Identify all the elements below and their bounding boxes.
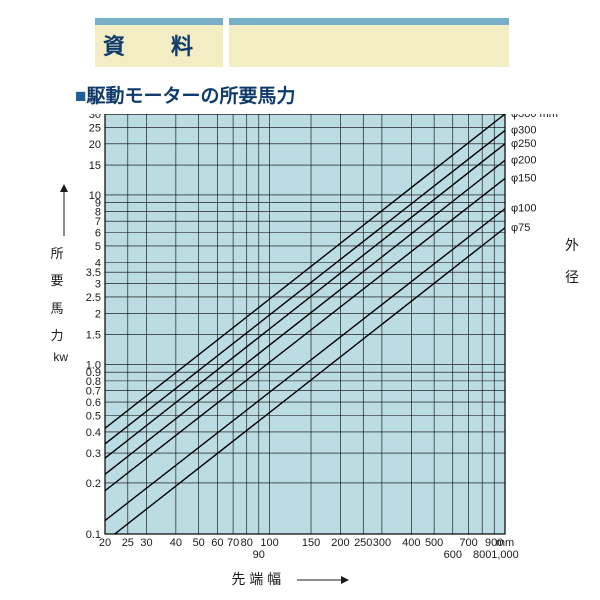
header-title: 資 料 xyxy=(95,18,223,67)
svg-text:2: 2 xyxy=(95,308,101,320)
subtitle-text: 駆動モーターの所要馬力 xyxy=(86,86,295,107)
x-label-text: 先 端 幅 xyxy=(231,571,281,587)
header-spacer xyxy=(229,18,509,67)
y-axis-label: 所 要 馬 力 kw xyxy=(20,184,68,364)
svg-text:0.4: 0.4 xyxy=(86,427,101,439)
svg-text:400: 400 xyxy=(402,537,420,549)
svg-text:0.6: 0.6 xyxy=(86,397,101,409)
svg-text:50: 50 xyxy=(193,537,205,549)
x-axis-label: 先 端 幅 xyxy=(75,569,505,589)
svg-text:15: 15 xyxy=(89,160,101,172)
y-unit: kw xyxy=(53,350,68,364)
svg-text:3: 3 xyxy=(95,279,101,291)
svg-text:150: 150 xyxy=(302,537,320,549)
svg-text:φ100: φ100 xyxy=(511,203,537,215)
svg-text:90: 90 xyxy=(253,549,265,561)
y-label-char: 力 xyxy=(46,322,68,349)
svg-text:60: 60 xyxy=(211,537,223,549)
svg-text:80: 80 xyxy=(241,537,253,549)
y-label-char: 要 xyxy=(46,267,68,294)
svg-text:φ250: φ250 xyxy=(511,138,537,150)
svg-text:25: 25 xyxy=(122,537,134,549)
svg-text:4: 4 xyxy=(95,257,101,269)
svg-text:700: 700 xyxy=(459,537,477,549)
svg-text:600: 600 xyxy=(444,549,462,561)
svg-text:φ200: φ200 xyxy=(511,154,537,166)
svg-text:φ300: φ300 xyxy=(511,124,537,136)
arrow-up-icon xyxy=(60,184,68,236)
right-axis-label: 外 径 xyxy=(565,229,579,293)
svg-text:100: 100 xyxy=(260,537,278,549)
svg-text:30: 30 xyxy=(89,114,101,121)
svg-text:1,000: 1,000 xyxy=(491,549,519,561)
svg-text:1.0: 1.0 xyxy=(86,359,101,371)
svg-text:0.2: 0.2 xyxy=(86,478,101,490)
svg-text:5: 5 xyxy=(95,241,101,253)
svg-text:mm: mm xyxy=(496,537,514,549)
svg-text:1.5: 1.5 xyxy=(86,330,101,342)
svg-text:6: 6 xyxy=(95,228,101,240)
chart-plot: 0.10.20.30.40.50.60.70.80.91.01.522.533.… xyxy=(75,114,595,574)
svg-text:25: 25 xyxy=(89,122,101,134)
svg-text:φ75: φ75 xyxy=(511,222,530,234)
svg-text:70: 70 xyxy=(227,537,239,549)
svg-text:500: 500 xyxy=(425,537,443,549)
svg-text:φ150: φ150 xyxy=(511,172,537,184)
svg-text:200: 200 xyxy=(331,537,349,549)
svg-text:30: 30 xyxy=(140,537,152,549)
svg-text:250: 250 xyxy=(354,537,372,549)
svg-text:20: 20 xyxy=(89,139,101,151)
svg-text:0.3: 0.3 xyxy=(86,448,101,460)
svg-text:10: 10 xyxy=(89,190,101,202)
y-label-char: 所 xyxy=(46,240,68,267)
y-label-char: 馬 xyxy=(46,295,68,322)
r-label-char: 外 xyxy=(565,229,579,261)
arrow-right-icon xyxy=(297,576,349,584)
chart-container: 所 要 馬 力 kw 外 径 0.10.20.30.40.50.60.70.80… xyxy=(75,114,600,574)
header: 資 料 xyxy=(0,0,600,67)
svg-text:0.5: 0.5 xyxy=(86,410,101,422)
svg-text:300: 300 xyxy=(373,537,391,549)
r-label-char: 径 xyxy=(565,261,579,293)
svg-text:2.5: 2.5 xyxy=(86,292,101,304)
svg-text:40: 40 xyxy=(170,537,182,549)
svg-text:20: 20 xyxy=(99,537,111,549)
svg-text:φ380 mm: φ380 mm xyxy=(511,114,558,120)
square-icon: ■ xyxy=(75,86,86,107)
svg-text:800: 800 xyxy=(473,549,491,561)
chart-subtitle: ■駆動モーターの所要馬力 xyxy=(0,67,600,114)
